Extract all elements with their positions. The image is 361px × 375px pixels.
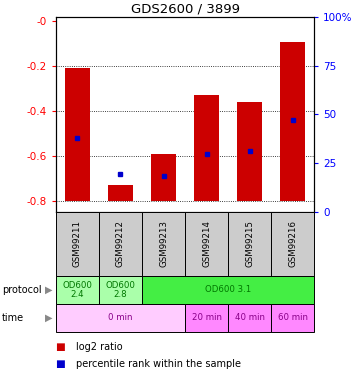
Bar — [56, 212, 99, 276]
Bar — [228, 212, 271, 276]
Text: OD600 3.1: OD600 3.1 — [205, 285, 251, 294]
Text: ▶: ▶ — [45, 285, 52, 295]
Text: GSM99213: GSM99213 — [159, 220, 168, 267]
Text: ■: ■ — [56, 359, 69, 369]
Text: percentile rank within the sample: percentile rank within the sample — [76, 359, 241, 369]
Bar — [185, 304, 228, 332]
Text: 40 min: 40 min — [235, 314, 265, 322]
Bar — [56, 304, 185, 332]
Bar — [151, 154, 177, 201]
Bar — [271, 304, 314, 332]
Bar — [108, 185, 134, 201]
Text: GSM99216: GSM99216 — [288, 220, 297, 267]
Text: GSM99214: GSM99214 — [202, 220, 211, 267]
Text: protocol: protocol — [2, 285, 42, 295]
Text: GSM99215: GSM99215 — [245, 220, 254, 267]
Bar — [228, 304, 271, 332]
Bar — [280, 42, 305, 201]
Text: 20 min: 20 min — [192, 314, 222, 322]
Bar — [99, 276, 142, 304]
Text: GSM99211: GSM99211 — [73, 220, 82, 267]
Bar — [99, 212, 142, 276]
Text: GSM99212: GSM99212 — [116, 220, 125, 267]
Text: OD600
2.4: OD600 2.4 — [62, 280, 92, 298]
Bar — [185, 212, 228, 276]
Bar — [193, 95, 219, 201]
Title: GDS2600 / 3899: GDS2600 / 3899 — [131, 3, 239, 16]
Bar — [237, 102, 262, 201]
Text: ▶: ▶ — [45, 313, 52, 323]
Text: OD600
2.8: OD600 2.8 — [105, 280, 135, 298]
Text: log2 ratio: log2 ratio — [76, 342, 122, 352]
Bar — [142, 212, 185, 276]
Text: time: time — [2, 313, 24, 323]
Bar — [142, 276, 314, 304]
Text: 0 min: 0 min — [108, 314, 133, 322]
Bar — [271, 212, 314, 276]
Bar — [56, 276, 99, 304]
Text: 60 min: 60 min — [278, 314, 308, 322]
Bar — [65, 68, 90, 201]
Text: ■: ■ — [56, 342, 69, 352]
